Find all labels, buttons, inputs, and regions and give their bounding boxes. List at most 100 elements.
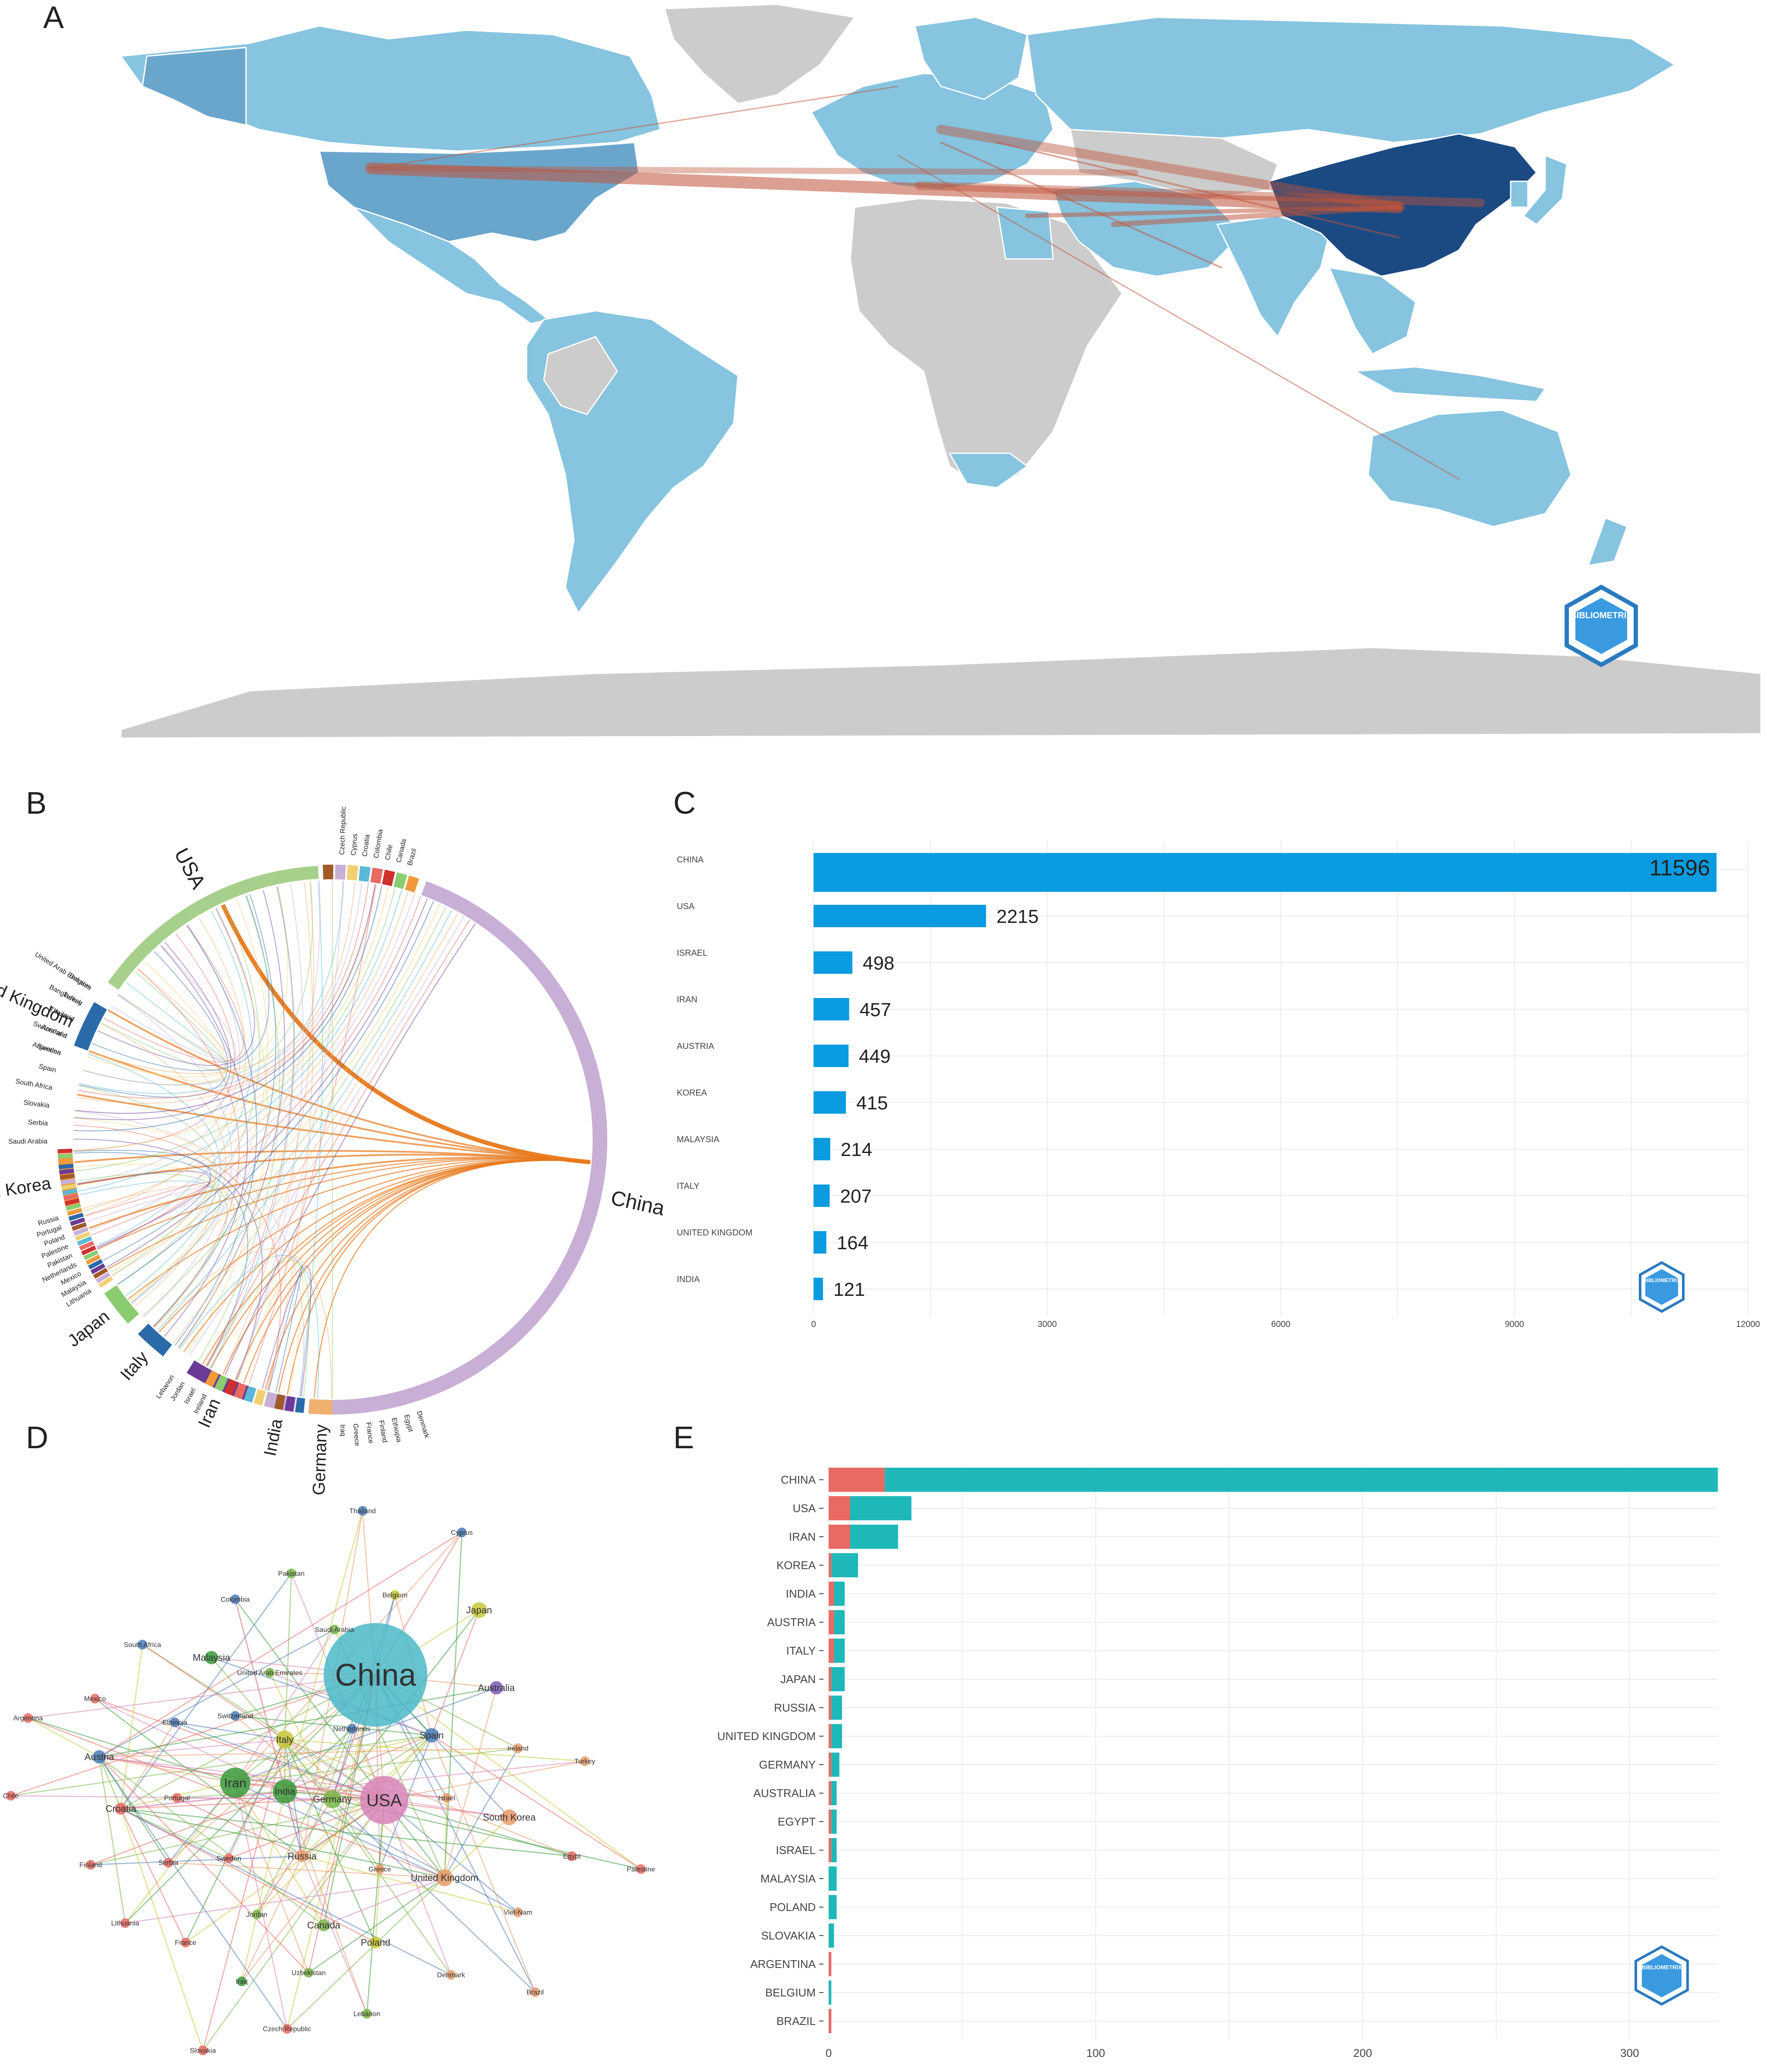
network-label: Netherlands [333,1726,370,1733]
map-region-south-africa [950,453,1027,488]
chord-arc-minor [69,1190,70,1194]
network-label: Greece [369,1866,391,1873]
chord-arc-minor [76,1215,77,1219]
data-label: 457 [859,999,891,1020]
chord-link-minor [77,925,240,1183]
bar-scp [831,1810,836,1834]
category-label: USA [793,1502,816,1515]
network-label: Argentina [13,1715,43,1722]
chord-arc-minor [72,1200,73,1203]
bar-mcp [829,1525,850,1549]
category-label: POLAND [770,1901,816,1914]
category-label: ARGENTINA [750,1958,816,1971]
chord-link-minor [89,881,355,1074]
chord-arc-minor [246,1393,254,1396]
network-label: Belgium [382,1592,407,1599]
x-tick-label: 0 [826,2047,832,2059]
bar-scp [831,1781,836,1805]
chord-label: Croatia [361,834,371,857]
data-label: 415 [856,1093,888,1114]
network-label: Viet-Nam [504,1909,532,1917]
network-edge [287,1878,445,2029]
chord-arc-minor [80,1229,82,1233]
network-label: United Arab Emirates [237,1670,302,1677]
network-label: Russia [287,1851,317,1862]
network-label: Mexico [84,1696,106,1703]
category-label: MALAYSIA [760,1872,816,1885]
chord-link-minor [74,887,388,1151]
chord-arc-minor [84,1239,85,1243]
chord-link-china [314,1160,590,1398]
bar-mcp [829,1781,831,1805]
network-label: Turkey [574,1758,595,1766]
bar-scp [834,1639,845,1663]
network-label: Germany [313,1794,352,1805]
bar-scp [831,1696,842,1720]
x-tick-label: 6000 [1271,1320,1291,1329]
bar-mcp [829,1838,831,1862]
chord-label: South Africa [15,1078,53,1092]
network-edge [99,1757,235,1783]
x-tick-label: 0 [811,1320,816,1329]
network-edge [99,1757,125,1923]
network-edge [302,1856,367,2014]
chord-arc-minor [296,1405,304,1406]
network-label: Sweden [216,1855,241,1863]
bar-scp [834,1610,845,1634]
chord-arc-minor [218,1381,225,1385]
network-label: Australia [478,1683,515,1693]
network-label: China [335,1658,417,1693]
bar-united-kingdom [814,1231,827,1254]
logo-text: BIBLIOMETRIX [1643,1277,1680,1283]
bar-malaysia [814,1138,830,1160]
bar-iran [814,998,849,1020]
chord-arc-minor [68,1180,69,1184]
category-label: AUSTRIA [767,1616,816,1629]
network-label: Italy [276,1734,293,1745]
bar-scp [885,1468,1718,1492]
bar-mcp [829,2009,831,2033]
bar-mcp [829,1724,831,1748]
bar-china [814,853,1717,892]
bar-scp [829,1867,837,1891]
chord-label: Brazil [406,848,418,866]
bar-mcp [829,1952,831,1976]
x-tick-label: 3000 [1038,1320,1057,1329]
bar-scp [829,1924,834,1948]
network-label: Pakistan [278,1570,304,1578]
chord-label: Cyprus [350,834,359,856]
category-label: EGYPT [778,1815,816,1828]
chord-link-minor [78,883,368,1098]
category-label: USA [677,902,695,911]
bibliometrix-logo-c: BIBLIOMETRIX [1640,1263,1683,1311]
data-label: 164 [837,1232,868,1254]
category-label: JAPAN [780,1673,816,1686]
chord-arc-minor [104,1280,107,1284]
category-label: INDIA [677,1275,700,1284]
bar-israel [814,951,852,974]
bar-scp [831,1753,839,1777]
network-label: Serbia [158,1860,178,1867]
category-label: ITALY [677,1181,700,1191]
bar-scp [829,1980,831,2005]
map-region-korea [1511,181,1528,207]
chord-arc-minor [266,1399,274,1401]
chord-label: Czech Republic [338,806,347,855]
network-label: France [175,1939,196,1947]
network-label: Spain [420,1730,444,1741]
network-label: Jordan [246,1911,268,1919]
bar-mcp [829,1553,831,1577]
chord-arc-minor [395,879,405,882]
chord-label: Slovakia [23,1099,50,1109]
network-label: Denmark [437,1972,466,1979]
network-label: Iran [224,1776,246,1791]
category-label: ISRAEL [677,948,707,958]
network-label: Canada [307,1920,341,1931]
bar-mcp [829,1610,834,1634]
network-label: United Kingdom [411,1873,479,1883]
chord-link-minor [118,901,434,1285]
network-label: Palestine [627,1866,655,1873]
chord-link-china [287,1160,590,1395]
map-region-new-zealand [1588,518,1627,565]
category-label: GERMANY [759,1758,816,1771]
